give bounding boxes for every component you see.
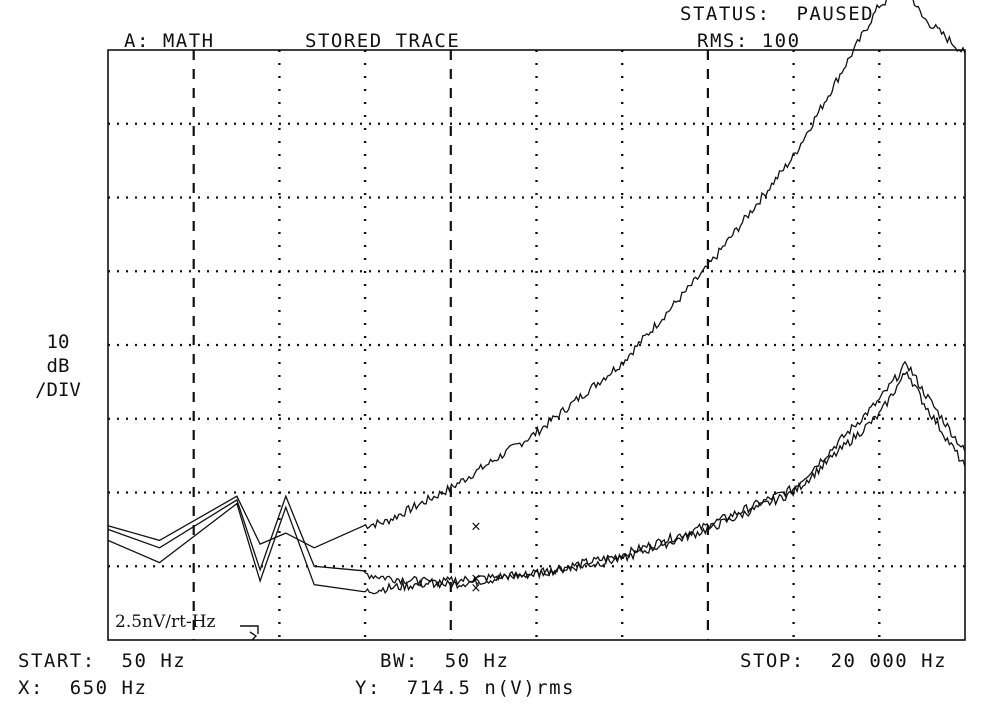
trace-1 [107, 0, 966, 549]
scale-value: 10 [46, 331, 70, 353]
annotation-note: 2.5nV/rt-Hz [115, 612, 216, 632]
marker-cross-2: × [471, 571, 482, 586]
start-freq: START: 50 Hz [18, 650, 187, 672]
channel-label: A: MATH [124, 30, 215, 52]
x-marker: ××× [471, 520, 482, 596]
traces [107, 0, 966, 595]
note-arrow-icon [240, 625, 259, 641]
marker-cross-1: × [471, 520, 482, 535]
grid [108, 50, 965, 640]
trace-3 [107, 370, 966, 595]
marker-cross-3: × [471, 581, 482, 596]
y-readout: Y: 714.5 n(V)rms [355, 677, 575, 699]
scale-per: /DIV [35, 379, 81, 401]
plot-frame [107, 49, 966, 641]
scale-readout: 10 dB /DIV [18, 330, 98, 402]
trace-mode-label: STORED TRACE [305, 30, 461, 52]
scale-unit: dB [46, 355, 70, 377]
bandwidth: BW: 50 Hz [380, 650, 510, 672]
status-label: STATUS: PAUSED [680, 3, 875, 25]
x-readout: X: 650 Hz [18, 677, 148, 699]
trace-2 [107, 360, 966, 590]
stop-freq: STOP: 20 000 Hz [740, 650, 948, 672]
rms-label: RMS: 100 [697, 30, 801, 52]
